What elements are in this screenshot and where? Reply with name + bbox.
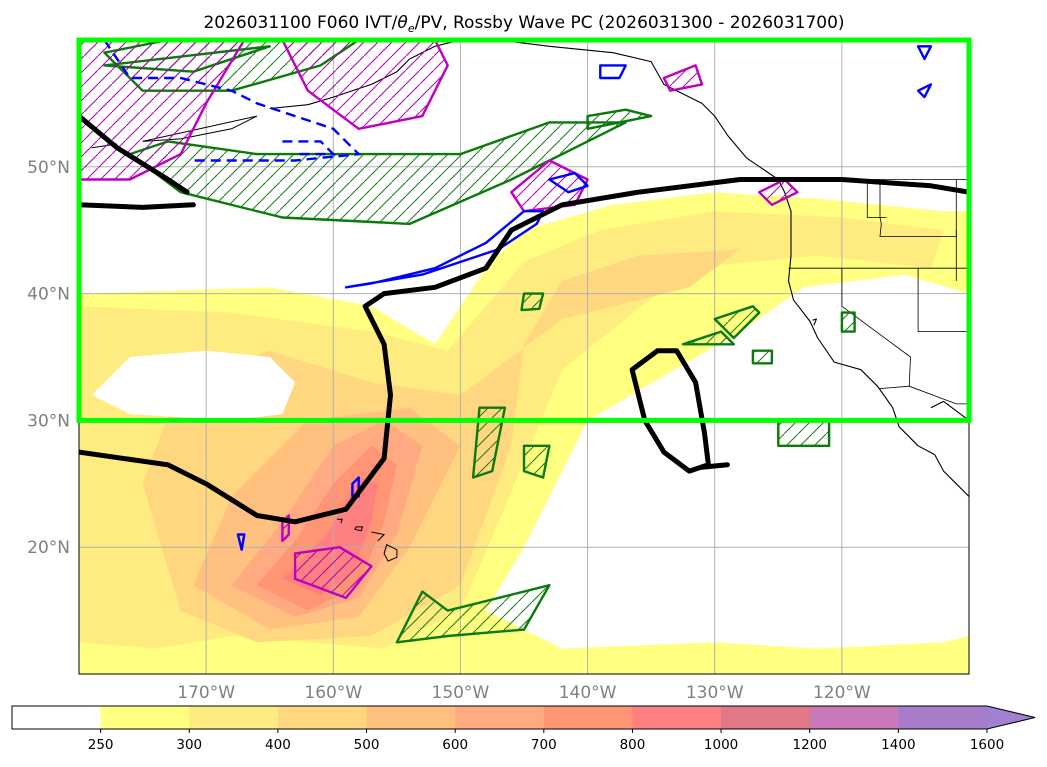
- theta-e-contour: [79, 177, 969, 525]
- theta-e-contour: [629, 348, 711, 474]
- pv-contour-green: [395, 584, 551, 644]
- pv-contour-green: [520, 292, 545, 312]
- y-tick-label: 50°N: [27, 158, 70, 178]
- pv-contour-blue: [599, 64, 627, 80]
- colorbar-tick-label: 400: [265, 737, 291, 753]
- pv-contour-green: [713, 305, 761, 340]
- x-tick-label: 120°W: [813, 683, 871, 703]
- colorbar-segment: [366, 706, 456, 729]
- pv-contour-layer: [79, 40, 933, 644]
- pv-contour-blue: [344, 210, 545, 289]
- colorbar-segment: [898, 706, 988, 729]
- pv-contour-green: [681, 330, 735, 346]
- pv-contour-green: [751, 349, 774, 365]
- coastline-layer: [91, 40, 969, 562]
- colorbar-tick-label: 600: [442, 737, 468, 753]
- pv-contour-magenta: [293, 546, 373, 600]
- chart-title: 2026031100 F060 IVT/θe/PV, Rossby Wave P…: [203, 13, 844, 35]
- colorbar-segment: [12, 706, 102, 729]
- x-tick-label: 140°W: [559, 683, 617, 703]
- coastline: [812, 318, 817, 326]
- colorbar-outline: [11, 705, 1036, 730]
- colorbar-segment: [100, 706, 190, 729]
- x-tick-label: 170°W: [177, 683, 235, 703]
- pv-contour-blue: [916, 45, 933, 61]
- pv-contour-blue-dashed: [282, 140, 337, 156]
- y-tick-label: 30°N: [27, 411, 70, 431]
- island-outline: [337, 518, 343, 524]
- theta-e-contour: [79, 113, 190, 195]
- coastline: [930, 400, 969, 421]
- colorbar-segment: [455, 706, 545, 729]
- colorbar-tick-label: 250: [88, 737, 114, 753]
- theta-e-contour-layer: [79, 113, 969, 525]
- state-border: [917, 268, 969, 332]
- island-outline: [383, 543, 398, 562]
- colorbar-tick-label: 300: [176, 737, 202, 753]
- pv-contour-green: [840, 311, 856, 333]
- pv-contour-magenta: [79, 40, 246, 181]
- theta-e-contour: [699, 462, 730, 470]
- pv-contour-blue-dashed: [103, 40, 362, 162]
- x-tick-label: 150°W: [432, 683, 490, 703]
- x-tick-label: 160°W: [304, 683, 362, 703]
- pv-contour-magenta: [281, 40, 449, 130]
- colorbar-segment: [189, 706, 279, 729]
- pv-contour-blue: [548, 171, 589, 194]
- ivt-gap-0: [91, 350, 296, 421]
- colorbar-tick-label: 700: [531, 737, 557, 753]
- island-outline: [371, 531, 386, 542]
- pv-contour-magenta: [510, 159, 589, 213]
- colorbar-tick-label: 1400: [881, 737, 915, 753]
- state-border: [879, 179, 957, 237]
- colorbar-segment: [277, 706, 368, 729]
- pv-contour-green: [586, 108, 653, 130]
- region-highlight-box: [76, 37, 972, 423]
- state-border: [841, 268, 911, 387]
- colorbar: 250 300 400 500 600 700 800 1000 1200 1400 1600: [11, 705, 1036, 753]
- y-tick-labels: 20°N 30°N 40°N 50°N: [27, 158, 70, 558]
- colorbar-segment: [543, 706, 633, 729]
- pv-contour-green: [777, 419, 831, 447]
- colorbar-extend-arrow: [987, 706, 1035, 729]
- island-outline: [354, 526, 364, 532]
- x-tick-labels: 170°W 160°W 150°W 140°W 130°W 120°W: [177, 683, 871, 703]
- colorbar-segment: [632, 706, 722, 729]
- highlight-box-layer: [76, 37, 972, 423]
- colorbar-segment: [809, 706, 899, 729]
- state-border: [866, 179, 887, 218]
- pv-contour-blue: [236, 533, 246, 551]
- colorbar-tick-label: 1200: [793, 737, 827, 753]
- y-tick-label: 40°N: [27, 285, 70, 305]
- pv-contour-blue: [916, 83, 933, 99]
- state-border: [878, 385, 969, 405]
- pv-contour-magenta: [662, 64, 704, 92]
- colorbar-tick-label: 1000: [704, 737, 738, 753]
- pv-contour-green: [471, 406, 507, 479]
- coastline: [498, 40, 969, 497]
- pv-contour-blue: [351, 476, 360, 498]
- x-tick-label: 130°W: [686, 683, 744, 703]
- theta-e-contour: [79, 202, 196, 210]
- map-layers: [79, 40, 969, 674]
- colorbar-tick-label: 800: [620, 737, 646, 753]
- colorbar-segment: [721, 706, 811, 729]
- pv-contour-green: [522, 444, 551, 479]
- colorbar-tick-label: 500: [354, 737, 380, 753]
- pv-contour-magenta: [758, 178, 799, 206]
- colorbar-tick-label: 1600: [970, 737, 1004, 753]
- y-tick-label: 20°N: [27, 538, 70, 558]
